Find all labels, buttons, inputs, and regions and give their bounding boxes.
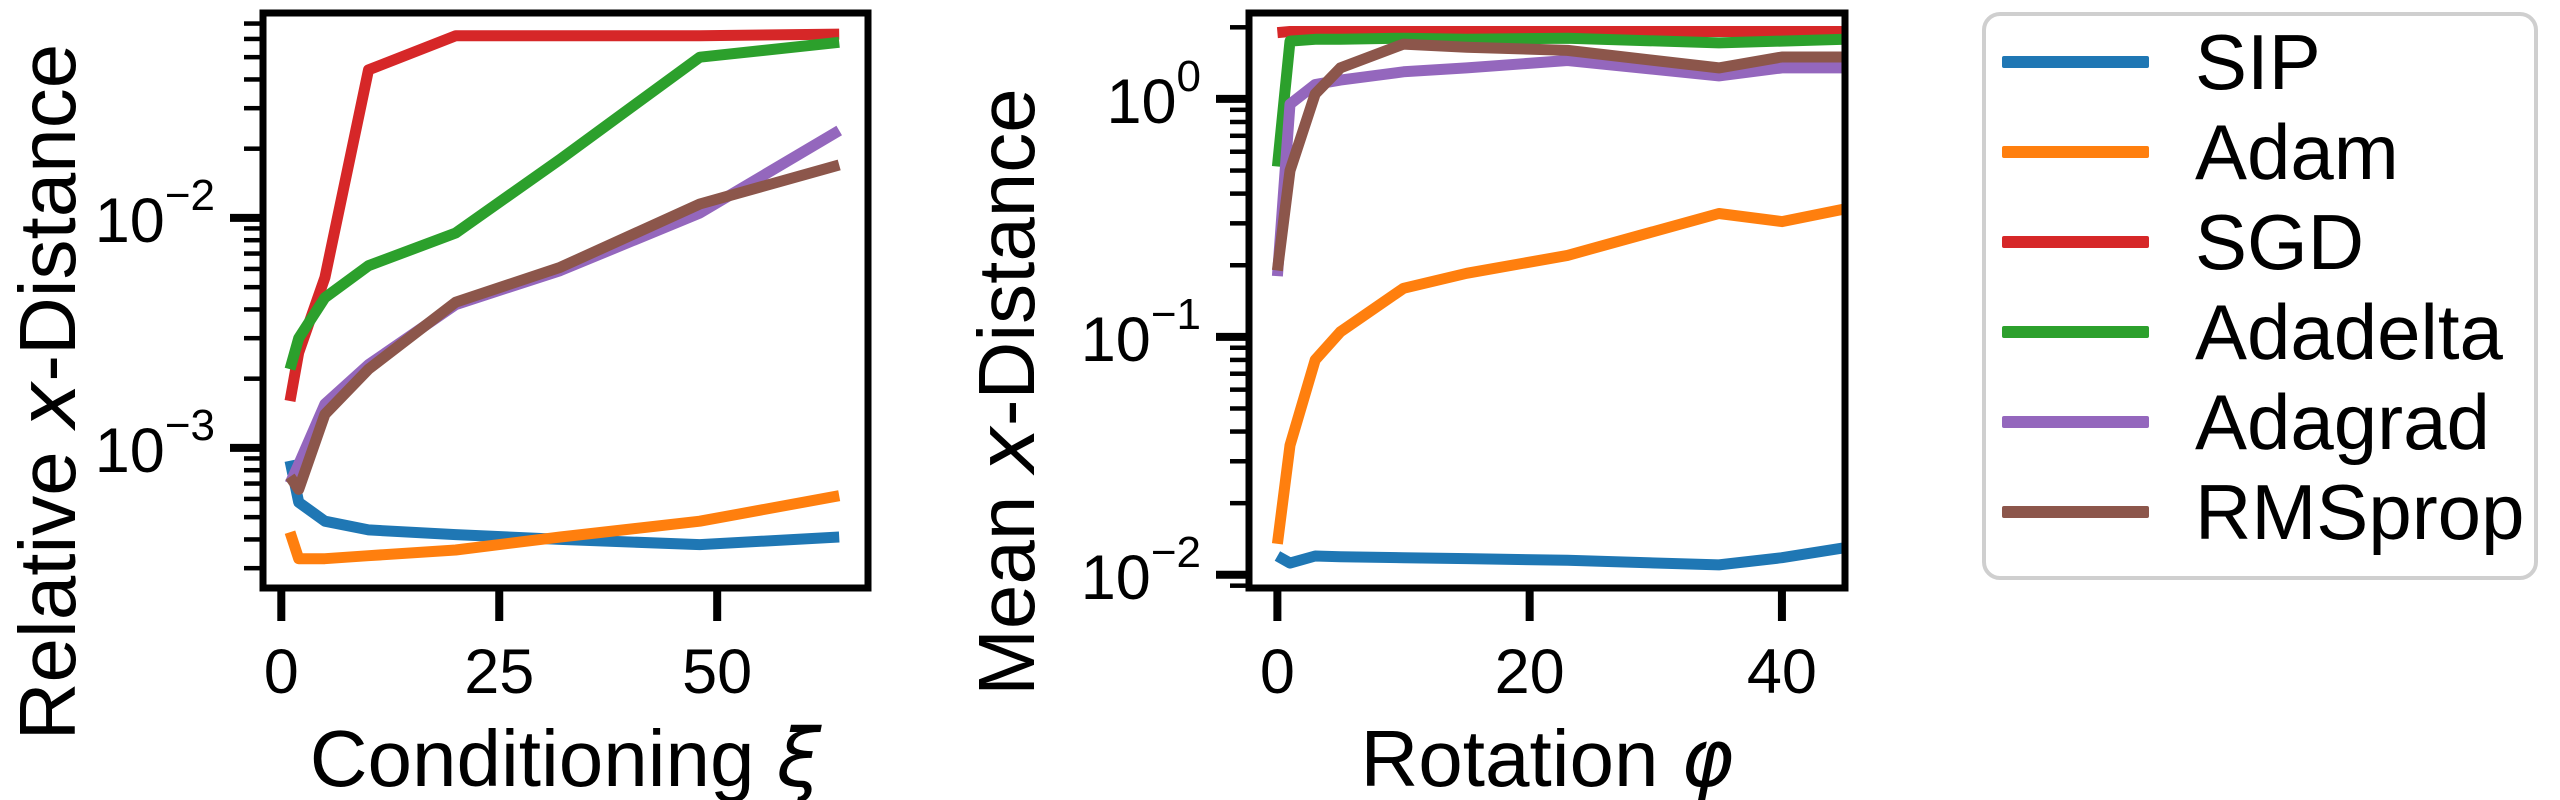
series-line-adam [284,490,841,565]
series-line-adadelta [1271,32,1845,168]
series-line-adagrad [1271,55,1845,277]
plot-area [284,28,843,565]
legend-line-sample-sgd [2002,236,2149,248]
series-line-sgd [1276,26,1845,39]
x-axis-label: Rotation φ [1361,712,1734,800]
y-tick-label: 10−2 [1081,528,1201,613]
series-line-rmsprop [1271,38,1845,272]
legend-label: SIP [2195,18,2321,106]
legend-line-sample-rmsprop [2002,506,2149,518]
chart-rotation: 0 20 40 100 10−1 10−2 Rotation φ Mean x-Distanc… [960,9,1849,800]
y-tick-label: 10−1 [1081,290,1201,375]
series-line-sgd [284,28,840,402]
legend-line-sample-adagrad [2002,416,2149,428]
plot-area [1271,26,1845,571]
x-tick-label: 40 [1747,637,1817,707]
y-axis-label: Relative x-Distance [1,44,94,740]
series-line-adadelta [284,36,840,371]
legend-item-sgd: SGD [2002,197,2534,287]
legend-item-rmsprop: RMSprop [2002,467,2534,557]
chart-conditioning: 0 25 50 10−2 10−3 Conditioning ξ Relative x-Di… [1,9,872,800]
axes-spines [1245,9,1849,592]
x-tick-label: 25 [464,637,534,707]
y-tick-label: 100 [1106,52,1201,137]
x-tick-label: 50 [682,637,752,707]
legend-item-adagrad: Adagrad [2002,377,2534,467]
series-line-sip [1274,542,1845,571]
x-axis-label: Conditioning ξ [310,712,823,800]
legend-label: RMSprop [2195,468,2525,556]
legend-box: SIP Adam SGD Adadelta Adagrad RMSprop [1982,12,2538,580]
legend-line-sample-sip [2002,56,2149,68]
legend-item-adadelta: Adadelta [2002,287,2534,377]
legend-line-sample-adadelta [2002,326,2149,338]
axes-spines [259,9,872,592]
y-axis-label: Mean x-Distance [960,88,1053,696]
legend-label: Adadelta [2195,288,2503,376]
y-tick-label: 10−3 [95,401,215,486]
legend-label: SGD [2195,198,2365,286]
series-line-rmsprop [285,159,841,495]
legend-label: Adam [2195,108,2399,196]
y-tick-label: 10−2 [95,171,215,256]
series-line-adam [1271,203,1845,545]
series-line-sip [284,459,840,551]
legend-label: Adagrad [2195,378,2490,466]
legend-item-sip: SIP [2002,17,2534,107]
x-tick-label: 0 [264,637,299,707]
legend-item-adam: Adam [2002,107,2534,197]
legend-line-sample-adam [2002,146,2149,158]
x-tick-label: 20 [1495,637,1565,707]
x-tick-label: 0 [1260,637,1295,707]
